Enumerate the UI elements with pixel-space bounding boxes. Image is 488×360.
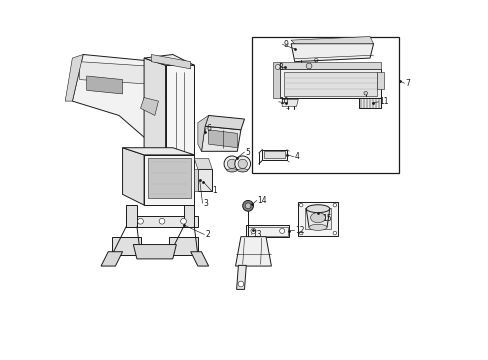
Polygon shape xyxy=(72,54,194,162)
Text: 8: 8 xyxy=(278,63,283,72)
Circle shape xyxy=(180,219,186,224)
Text: 5: 5 xyxy=(244,148,249,157)
Polygon shape xyxy=(194,158,212,169)
Ellipse shape xyxy=(226,169,237,172)
Polygon shape xyxy=(290,44,373,62)
Polygon shape xyxy=(246,225,289,237)
Circle shape xyxy=(299,231,303,235)
Bar xyxy=(251,37,398,173)
Circle shape xyxy=(332,231,336,235)
Polygon shape xyxy=(151,54,190,69)
Polygon shape xyxy=(280,62,380,69)
Circle shape xyxy=(238,159,247,168)
Text: 14: 14 xyxy=(257,196,266,205)
Polygon shape xyxy=(112,237,140,255)
Ellipse shape xyxy=(310,213,325,223)
Polygon shape xyxy=(198,116,208,151)
Circle shape xyxy=(234,156,250,172)
Circle shape xyxy=(227,159,236,168)
Polygon shape xyxy=(122,148,144,205)
Polygon shape xyxy=(194,169,198,191)
Polygon shape xyxy=(298,202,337,235)
Text: 4: 4 xyxy=(294,152,299,161)
Polygon shape xyxy=(126,205,137,226)
Ellipse shape xyxy=(308,224,326,230)
Polygon shape xyxy=(359,98,380,108)
Circle shape xyxy=(250,228,255,233)
Polygon shape xyxy=(140,98,158,116)
Polygon shape xyxy=(183,205,194,226)
Circle shape xyxy=(332,203,336,207)
Circle shape xyxy=(305,63,311,69)
Text: 3: 3 xyxy=(203,199,208,208)
Circle shape xyxy=(238,281,244,287)
Circle shape xyxy=(224,156,239,172)
Polygon shape xyxy=(190,252,208,266)
Polygon shape xyxy=(144,54,194,65)
Circle shape xyxy=(244,203,250,209)
Text: 10: 10 xyxy=(279,97,288,106)
Polygon shape xyxy=(282,99,298,107)
Polygon shape xyxy=(144,58,165,162)
Polygon shape xyxy=(147,158,190,198)
Polygon shape xyxy=(280,69,380,98)
Polygon shape xyxy=(273,62,280,98)
Polygon shape xyxy=(133,244,176,259)
Text: 9: 9 xyxy=(283,40,287,49)
Polygon shape xyxy=(201,126,241,151)
Polygon shape xyxy=(165,65,194,162)
Polygon shape xyxy=(80,62,190,87)
Polygon shape xyxy=(235,237,271,266)
Polygon shape xyxy=(101,252,122,266)
Polygon shape xyxy=(262,149,286,160)
Text: 11: 11 xyxy=(379,97,388,106)
Polygon shape xyxy=(208,130,237,148)
Text: 2: 2 xyxy=(204,230,209,239)
Polygon shape xyxy=(86,76,122,94)
Text: 13: 13 xyxy=(252,230,262,239)
Text: 7: 7 xyxy=(405,79,409,88)
Text: 1: 1 xyxy=(212,186,217,195)
Circle shape xyxy=(159,219,164,224)
Text: 6: 6 xyxy=(206,123,211,132)
Polygon shape xyxy=(122,148,194,155)
Polygon shape xyxy=(169,237,198,255)
Polygon shape xyxy=(304,208,330,229)
Polygon shape xyxy=(290,37,373,44)
Polygon shape xyxy=(204,116,244,130)
Polygon shape xyxy=(198,169,212,191)
Polygon shape xyxy=(126,216,198,226)
Polygon shape xyxy=(144,155,194,205)
Circle shape xyxy=(279,228,284,233)
Polygon shape xyxy=(65,54,83,101)
Circle shape xyxy=(363,91,367,95)
Circle shape xyxy=(299,203,303,207)
Polygon shape xyxy=(236,265,246,289)
Text: 15: 15 xyxy=(321,213,331,222)
Polygon shape xyxy=(284,72,376,96)
Text: 12: 12 xyxy=(295,226,305,235)
Polygon shape xyxy=(264,151,284,158)
Polygon shape xyxy=(376,72,384,89)
Circle shape xyxy=(242,201,253,211)
Ellipse shape xyxy=(237,169,247,172)
Ellipse shape xyxy=(306,205,329,213)
Polygon shape xyxy=(165,58,194,101)
Circle shape xyxy=(137,219,143,224)
Circle shape xyxy=(275,64,280,69)
